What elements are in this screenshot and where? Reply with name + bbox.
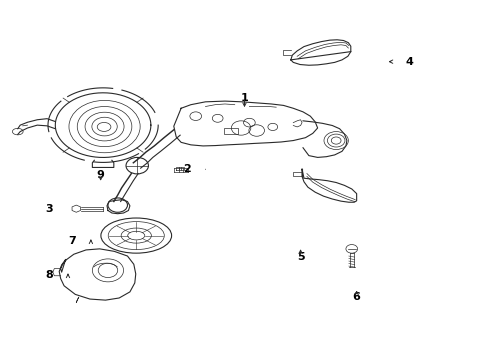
Text: 6: 6 [352,292,360,302]
Text: 7: 7 [68,236,76,246]
Text: 4: 4 [405,57,412,67]
Text: 1: 1 [240,93,248,103]
Text: 9: 9 [97,170,104,180]
Text: 2: 2 [183,164,190,174]
Text: 8: 8 [45,270,53,280]
Text: 3: 3 [46,204,53,214]
Text: 5: 5 [296,252,304,262]
Bar [224,128,237,134]
